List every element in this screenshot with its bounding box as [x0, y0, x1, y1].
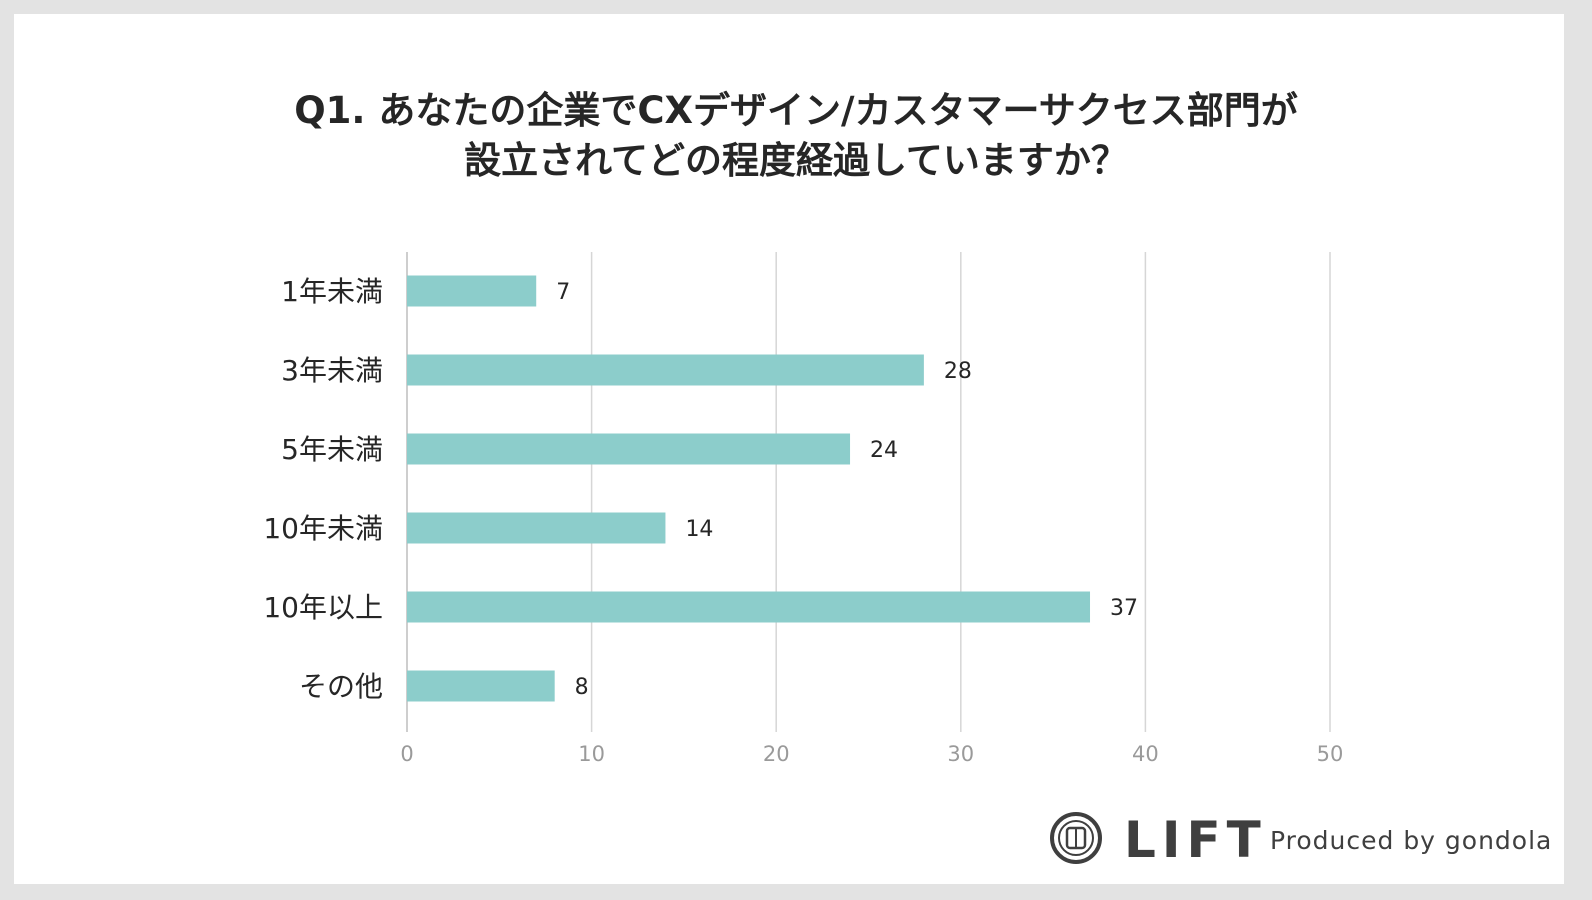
value-label-2: 28 [944, 359, 972, 384]
produced-by-text: Produced by gondola [1270, 826, 1553, 855]
x-tick-label-10: 10 [578, 742, 605, 766]
bar-3 [407, 433, 851, 465]
lift-logo-text: LIFT [1124, 811, 1267, 869]
x-tick-label-40: 40 [1132, 742, 1159, 766]
chart-title: Q1. あなたの企業でCXデザイン/カスタマーサクセス部門が 設立されてどの程度… [0, 86, 1592, 186]
bar-2 [407, 354, 924, 386]
category-label-6: その他 [299, 670, 383, 703]
x-tick-label-20: 20 [763, 742, 790, 766]
value-label-6: 8 [575, 675, 589, 700]
category-label-3: 5年未満 [281, 433, 383, 466]
value-label-5: 37 [1110, 596, 1138, 621]
value-label-3: 24 [870, 438, 898, 463]
chart-title-line-2: 設立されてどの程度経過していますか？ [464, 139, 1128, 182]
category-label-2: 3年未満 [281, 354, 383, 387]
x-tick-label-50: 50 [1317, 742, 1344, 766]
bar-6 [407, 670, 555, 702]
chart-title-line-1: Q1. あなたの企業でCXデザイン/カスタマーサクセス部門が [294, 89, 1298, 132]
category-label-1: 1年未満 [281, 275, 383, 308]
category-label-4: 10年未満 [263, 512, 383, 545]
lift-logo-icon [1050, 812, 1102, 864]
bar-5 [407, 591, 1091, 623]
value-label-1: 7 [556, 280, 570, 305]
bar-4 [407, 512, 666, 544]
value-label-4: 14 [685, 517, 713, 542]
x-tick-label-0: 0 [400, 742, 413, 766]
x-tick-label-30: 30 [947, 742, 974, 766]
bar-1 [407, 275, 537, 307]
category-label-5: 10年以上 [263, 591, 383, 624]
